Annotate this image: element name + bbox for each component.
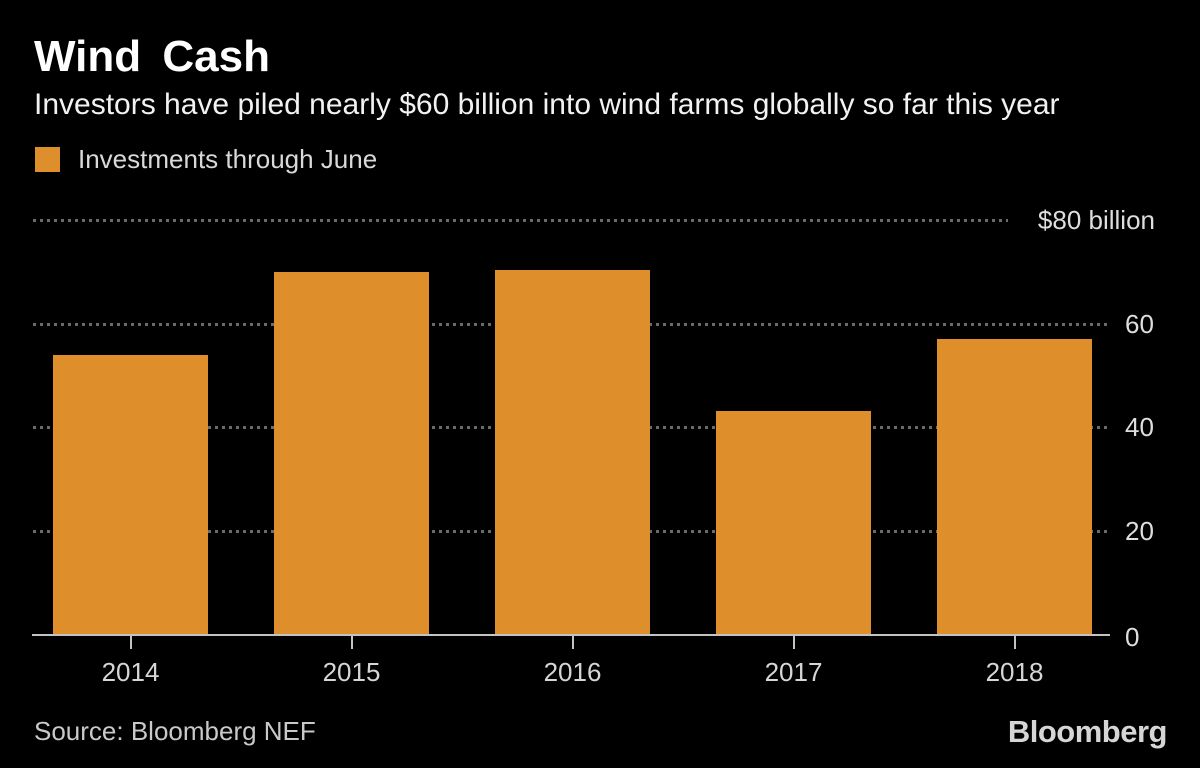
x-axis-label-2017: 2017 (764, 657, 823, 687)
y-axis-label-80: $80 billion (1037, 205, 1155, 235)
x-axis-line (32, 634, 1110, 636)
bar-2016 (495, 270, 650, 634)
x-axis-tick-2017 (792, 636, 795, 649)
x-axis-label-2014: 2014 (101, 657, 160, 687)
chart-title: Wind Cash (34, 32, 270, 81)
legend-label: Investments through June (78, 143, 378, 174)
bar-2015 (274, 272, 429, 634)
legend: Investments through June (35, 143, 378, 174)
bar-2017 (716, 411, 871, 634)
x-axis-label-2015: 2015 (322, 657, 381, 687)
gridline-80 (33, 219, 1008, 222)
bloomberg-logo: Bloomberg (1007, 714, 1168, 749)
chart-subtitle: Investors have piled nearly $60 billion … (34, 88, 1060, 121)
bar-2018 (937, 339, 1092, 634)
legend-swatch-icon (35, 146, 60, 172)
bar-2014 (53, 355, 208, 634)
y-axis-label-20: 20 (1125, 515, 1154, 546)
x-axis-label-2018: 2018 (985, 657, 1044, 687)
x-axis-tick-2015 (350, 636, 353, 649)
y-axis-label-40: 40 (1125, 412, 1154, 442)
y-axis-label-0: 0 (1125, 622, 1140, 652)
source-credit: Source: Bloomberg NEF (34, 716, 316, 746)
y-axis-label-60: 60 (1125, 308, 1154, 339)
x-axis-tick-2014 (129, 636, 132, 649)
x-axis-tick-2016 (571, 636, 574, 649)
x-axis-tick-2018 (1013, 636, 1016, 649)
x-axis-label-2016: 2016 (543, 657, 602, 687)
